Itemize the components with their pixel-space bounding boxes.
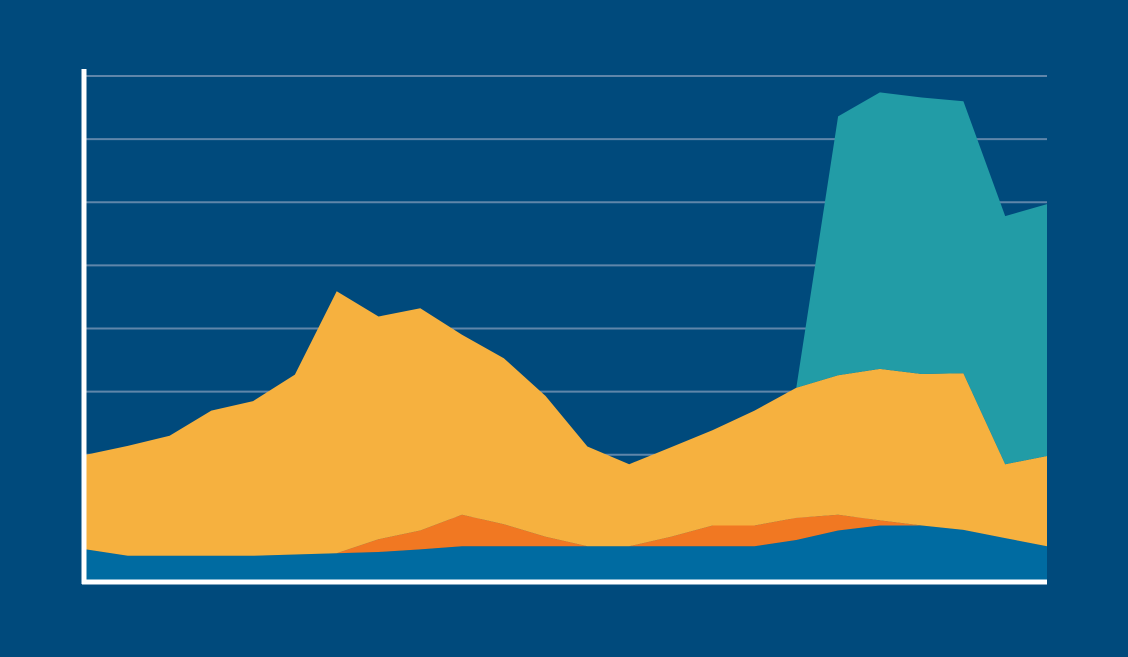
area-series-4 xyxy=(86,92,1047,465)
area-series-2 xyxy=(86,514,1047,556)
area-series-1 xyxy=(86,525,1047,581)
area-series-3 xyxy=(86,291,1047,556)
axes xyxy=(81,69,1047,585)
area-series-group xyxy=(86,92,1047,581)
